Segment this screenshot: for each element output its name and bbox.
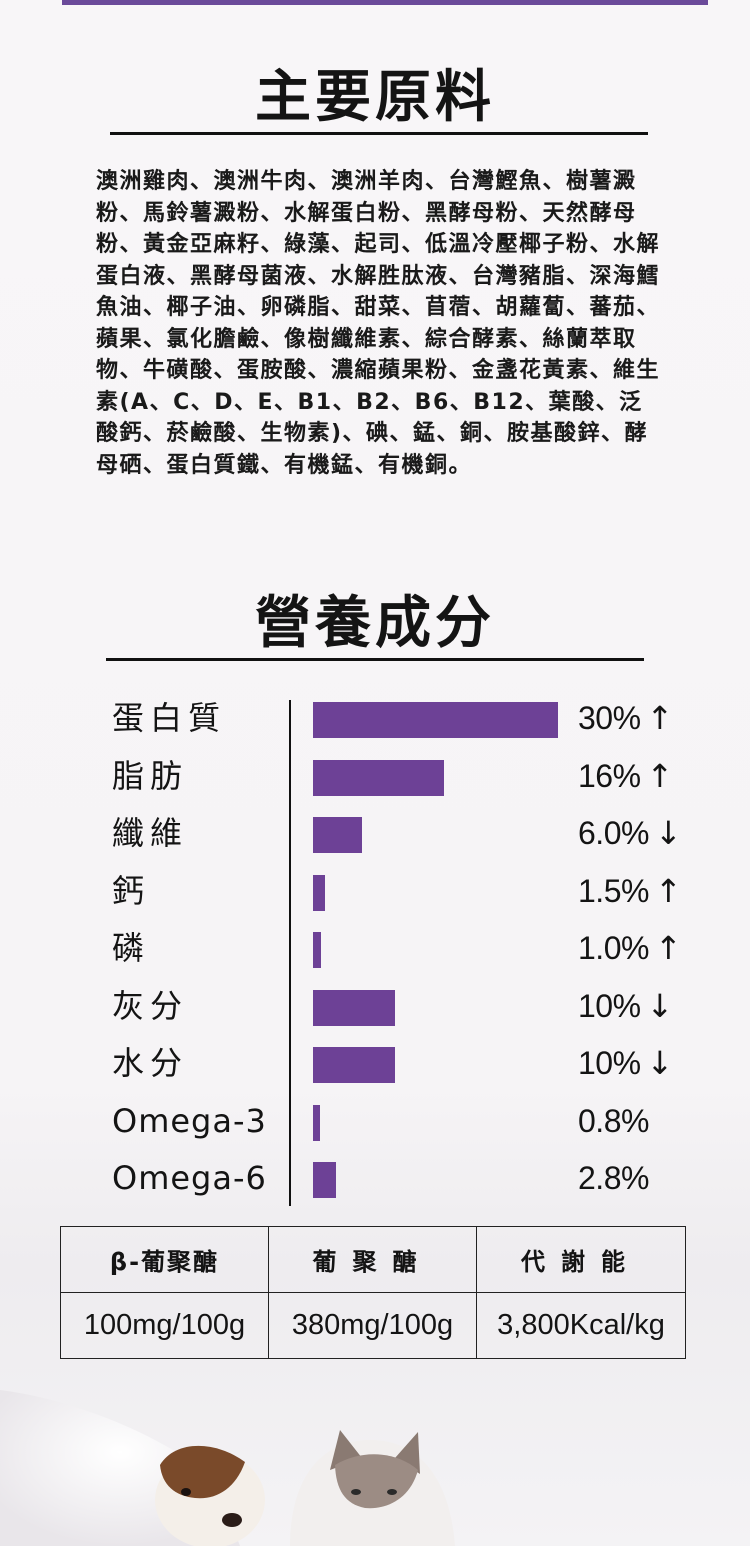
nutrient-bar [313, 702, 558, 738]
nutrient-bar [313, 1104, 320, 1141]
nutrient-label: 蛋白質 [112, 699, 227, 737]
nutrition-title-underline [106, 658, 644, 661]
nutrient-value-text: 6.0% [578, 815, 649, 851]
nutrient-value: 6.0% ↓ [578, 809, 682, 857]
ingredients-text: 澳洲雞肉、澳洲牛肉、澳洲羊肉、台灣鰹魚、樹薯澱粉、馬鈴薯澱粉、水解蛋白粉、黑酵母… [96, 169, 661, 478]
arrow-up-icon: ↑ [654, 871, 682, 910]
ingredients-title: 主要原料 [255, 65, 495, 130]
nutrient-value-text: 1.0% [578, 930, 649, 966]
nutrient-bar [313, 1162, 336, 1198]
arrow-up-icon: ↑ [646, 699, 674, 737]
nutrient-label: 鈣 [112, 871, 151, 910]
ingredients-title-underline [110, 132, 648, 135]
puppy-and-kitten-photo [0, 1390, 455, 1546]
nutrient-value-text: 1.5% [578, 872, 649, 909]
nutrient-bar [313, 817, 362, 853]
spec-value-row: 100mg/100g 380mg/100g 3,800Kcal/kg [60, 1292, 686, 1359]
nutrient-label: 水分 [112, 1044, 189, 1082]
nutrition-title: 營養成分 [255, 591, 495, 656]
nutrient-bar [313, 932, 322, 968]
nutrient-bar [313, 874, 326, 911]
nutrient-label: 纖維 [112, 814, 189, 852]
nutrient-value: 16% ↑ [578, 752, 673, 800]
metabolic-energy-header: 代謝能 [476, 1226, 686, 1293]
nutrient-value: 10% ↓ [578, 1039, 673, 1087]
nutrient-label: Omega-6 [112, 1159, 267, 1197]
arrow-up-icon: ↑ [654, 929, 682, 967]
nutrient-value-text: 10% [578, 987, 641, 1024]
nutrient-value-text: 2.8% [578, 1160, 649, 1196]
nutrient-value: 30% ↑ [578, 694, 673, 742]
glucan-header: 葡聚醣 [268, 1226, 477, 1293]
nutrient-value: 0.8% [578, 1097, 649, 1145]
arrow-down-icon: ↓ [646, 1044, 674, 1082]
nutrient-value: 1.0% ↑ [578, 924, 682, 972]
nutrient-value: 2.8% [578, 1154, 649, 1202]
beta-glucan-header: β-葡聚醣 [60, 1226, 269, 1293]
glucan-value: 380mg/100g [268, 1292, 477, 1359]
top-accent-bar [62, 0, 708, 5]
arrow-down-icon: ↓ [654, 814, 682, 852]
nutrient-label: 灰分 [112, 986, 189, 1025]
nutrient-bar [313, 1047, 395, 1083]
spec-header-row: β-葡聚醣 葡聚醣 代謝能 [60, 1226, 686, 1293]
nutrient-value-text: 16% [578, 757, 641, 794]
nutrient-value-text: 30% [578, 700, 641, 736]
metabolic-energy-value: 3,800Kcal/kg [476, 1292, 686, 1359]
arrow-down-icon: ↓ [646, 986, 674, 1025]
nutrient-label: Omega-3 [112, 1101, 267, 1140]
nutrient-value-text: 10% [578, 1045, 641, 1081]
nutrient-label: 脂肪 [112, 756, 189, 795]
spec-table: β-葡聚醣 葡聚醣 代謝能 100mg/100g 380mg/100g 3,80… [60, 1226, 686, 1359]
nutrient-bar [313, 989, 395, 1026]
nutrient-label: 磷 [112, 929, 151, 967]
nutrient-bar [313, 759, 444, 796]
beta-glucan-value: 100mg/100g [60, 1292, 269, 1359]
chart-axis [289, 700, 291, 1206]
nutrient-value: 1.5% ↑ [578, 867, 682, 915]
nutrient-value-text: 0.8% [578, 1102, 649, 1139]
nutrient-value: 10% ↓ [578, 982, 673, 1030]
arrow-up-icon: ↑ [646, 756, 674, 795]
